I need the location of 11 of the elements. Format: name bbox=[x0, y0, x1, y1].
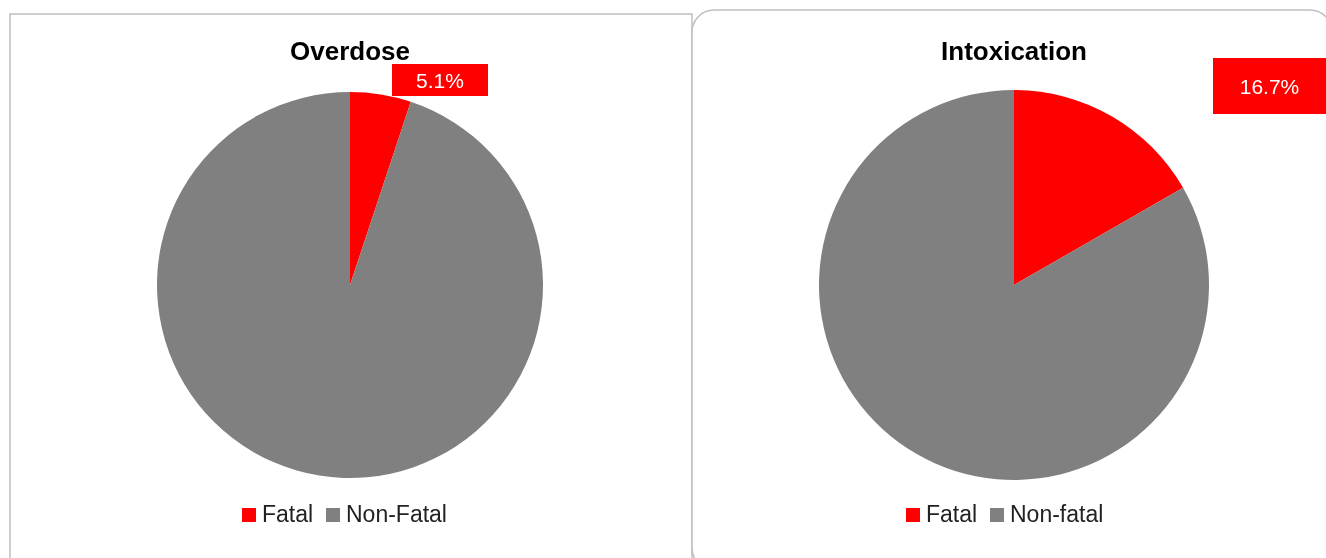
data-label: 5.1% bbox=[416, 69, 464, 92]
chart-title: Intoxication bbox=[941, 36, 1087, 66]
pie-slice bbox=[1014, 90, 1184, 285]
chart-title: Overdose bbox=[290, 36, 410, 66]
legend-label: Non-fatal bbox=[1010, 501, 1104, 527]
pie-slice bbox=[819, 90, 1209, 480]
legend-label: Non-Fatal bbox=[346, 501, 447, 527]
legend-label: Fatal bbox=[262, 501, 314, 527]
legend-label: Fatal bbox=[926, 501, 978, 527]
data-label: 16.7% bbox=[1239, 75, 1300, 98]
pie-slice bbox=[157, 92, 543, 478]
